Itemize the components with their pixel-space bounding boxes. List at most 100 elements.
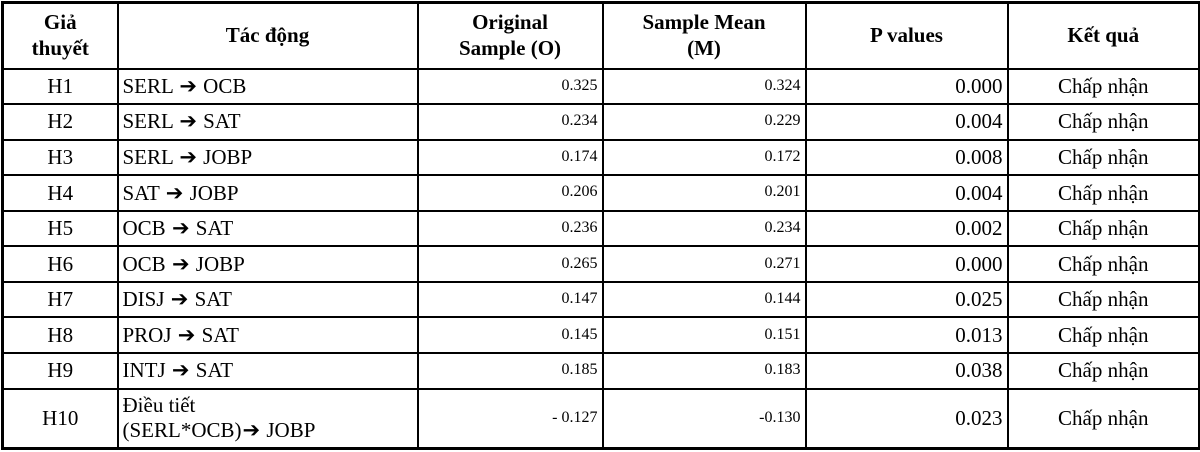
cell-hypothesis: H5 [1, 209, 119, 248]
header-label-line: P values [870, 22, 943, 47]
cell-result: Chấp nhận [1006, 209, 1200, 248]
cell-original-sample: 0.185 [416, 351, 604, 390]
cell-hypothesis: H9 [1, 351, 119, 390]
cell-hypothesis: H3 [1, 138, 119, 177]
col-header-hypothesis: Giả thuyết [1, 1, 119, 70]
effect-line: OCB ➔ SAT [122, 216, 234, 241]
cell-hypothesis: H10 [1, 387, 119, 450]
cell-p-values: 0.025 [804, 280, 1009, 319]
cell-result: Chấp nhận [1006, 67, 1200, 106]
header-row: Giả thuyết Tác động Original Sample (O) Sampl… [1, 1, 1200, 70]
right-arrow-icon: ➔ [179, 109, 197, 134]
cell-original-sample: 0.206 [416, 174, 604, 212]
cell-sample-mean: 0.229 [601, 103, 807, 141]
header-label-line: thuyết [31, 35, 89, 60]
header-label-line: Sample (O) [458, 35, 562, 60]
cell-effect: Điều tiết (SERL*OCB)➔ JOBP [116, 387, 419, 450]
right-arrow-icon: ➔ [171, 216, 190, 241]
effect-line: PROJ ➔ SAT [122, 322, 240, 347]
cell-effect: SERL ➔ JOBP [116, 138, 419, 177]
col-header-result: Kết quả [1006, 1, 1200, 70]
table-row-h1: H1 SERL ➔ OCB 0.325 0.324 0.000 Chấp nhận [1, 67, 1200, 106]
cell-p-values: 0.038 [804, 351, 1009, 390]
cell-result: Chấp nhận [1006, 280, 1200, 319]
table-row-h7: H7 DISJ ➔ SAT 0.147 0.144 0.025 Chấp nhận [1, 280, 1200, 319]
table-row-h9: H9 INTJ ➔ SAT 0.185 0.183 0.038 Chấp nhận [1, 351, 1200, 390]
cell-sample-mean: 0.324 [601, 67, 807, 106]
right-arrow-icon: ➔ [179, 144, 197, 169]
table-row-h10: H10 Điều tiết (SERL*OCB)➔ JOBP - 0.127 -0.13… [1, 387, 1200, 450]
effect-line: SERL ➔ OCB [122, 73, 247, 98]
cell-original-sample: 0.325 [416, 67, 604, 106]
header-label-line: Original [472, 10, 548, 35]
cell-original-sample: 0.174 [416, 138, 604, 177]
cell-p-values: 0.013 [804, 316, 1009, 354]
cell-result: Chấp nhận [1006, 174, 1200, 212]
col-header-effect: Tác động [116, 1, 419, 70]
cell-sample-mean: 0.151 [601, 316, 807, 354]
right-arrow-icon: ➔ [170, 287, 189, 312]
cell-hypothesis: H1 [1, 67, 119, 106]
cell-hypothesis: H8 [1, 316, 119, 354]
cell-hypothesis: H6 [1, 245, 119, 283]
right-arrow-icon: ➔ [171, 251, 190, 276]
cell-effect: OCB ➔ JOBP [116, 245, 419, 283]
cell-effect: PROJ ➔ SAT [116, 316, 419, 354]
right-arrow-icon: ➔ [242, 418, 261, 443]
effect-line: Điều tiết [122, 393, 196, 418]
table-row-h5: H5 OCB ➔ SAT 0.236 0.234 0.002 Chấp nhận [1, 209, 1200, 248]
cell-effect: SERL ➔ OCB [116, 67, 419, 106]
cell-original-sample: 0.147 [416, 280, 604, 319]
cell-result: Chấp nhận [1006, 387, 1200, 450]
cell-sample-mean: 0.234 [601, 209, 807, 248]
cell-p-values: 0.008 [804, 138, 1009, 177]
right-arrow-icon: ➔ [179, 73, 197, 98]
header-label-line: (M) [687, 35, 721, 60]
cell-p-values: 0.000 [804, 245, 1009, 283]
table-row-h2: H2 SERL ➔ SAT 0.234 0.229 0.004 Chấp nhận [1, 103, 1200, 141]
cell-p-values: 0.002 [804, 209, 1009, 248]
header-label-line: Giả [43, 10, 77, 35]
cell-hypothesis: H4 [1, 174, 119, 212]
cell-sample-mean: 0.172 [601, 138, 807, 177]
col-header-sample_mean: Sample Mean (M) [601, 1, 807, 70]
right-arrow-icon: ➔ [165, 180, 184, 205]
header-label-line: Sample Mean [642, 10, 766, 35]
col-header-p_values: P values [804, 1, 1009, 70]
cell-sample-mean: 0.201 [601, 174, 807, 212]
header-label-line: Kết quả [1067, 22, 1140, 47]
cell-result: Chấp nhận [1006, 103, 1200, 141]
cell-p-values: 0.000 [804, 67, 1009, 106]
table-body: H1 SERL ➔ OCB 0.325 0.324 0.000 Chấp nhận H2 SE… [1, 67, 1200, 450]
cell-original-sample: 0.145 [416, 316, 604, 354]
cell-hypothesis: H7 [1, 280, 119, 319]
col-header-original_sample: Original Sample (O) [416, 1, 604, 70]
effect-line: INTJ ➔ SAT [122, 358, 234, 383]
table-row-h4: H4 SAT ➔ JOBP 0.206 0.201 0.004 Chấp nhận [1, 174, 1200, 212]
cell-sample-mean: 0.271 [601, 245, 807, 283]
effect-line: SAT ➔ JOBP [122, 180, 239, 205]
cell-result: Chấp nhận [1006, 316, 1200, 354]
cell-p-values: 0.004 [804, 103, 1009, 141]
cell-sample-mean: 0.144 [601, 280, 807, 319]
cell-effect: SAT ➔ JOBP [116, 174, 419, 212]
cell-original-sample: 0.236 [416, 209, 604, 248]
cell-sample-mean: 0.183 [601, 351, 807, 390]
right-arrow-icon: ➔ [171, 358, 190, 383]
effect-line: (SERL*OCB)➔ JOBP [122, 418, 316, 443]
cell-p-values: 0.004 [804, 174, 1009, 212]
table-row-h6: H6 OCB ➔ JOBP 0.265 0.271 0.000 Chấp nhận [1, 245, 1200, 283]
cell-p-values: 0.023 [804, 387, 1009, 450]
cell-result: Chấp nhận [1006, 351, 1200, 390]
cell-effect: SERL ➔ SAT [116, 103, 419, 141]
cell-sample-mean: -0.130 [601, 387, 807, 450]
table-row-h3: H3 SERL ➔ JOBP 0.174 0.172 0.008 Chấp nhận [1, 138, 1200, 177]
cell-effect: INTJ ➔ SAT [116, 351, 419, 390]
header-label-line: Tác động [225, 22, 310, 47]
cell-original-sample: 0.265 [416, 245, 604, 283]
cell-effect: OCB ➔ SAT [116, 209, 419, 248]
effect-line: DISJ ➔ SAT [122, 287, 232, 312]
right-arrow-icon: ➔ [177, 322, 196, 347]
